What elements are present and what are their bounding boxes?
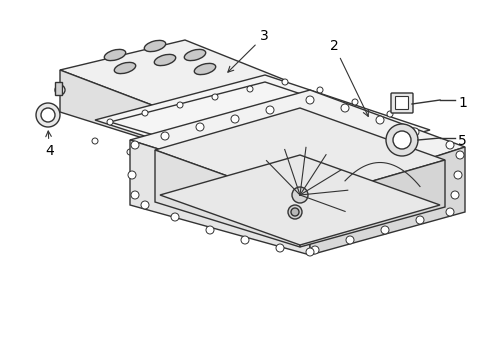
Circle shape (55, 85, 65, 95)
Circle shape (247, 86, 253, 92)
Circle shape (411, 128, 419, 136)
Circle shape (288, 205, 302, 219)
Circle shape (142, 110, 148, 116)
Circle shape (92, 138, 98, 144)
Circle shape (454, 171, 462, 179)
Polygon shape (310, 147, 465, 255)
Text: 5: 5 (458, 134, 467, 148)
Circle shape (128, 171, 136, 179)
Circle shape (347, 147, 353, 153)
Circle shape (306, 248, 314, 256)
Circle shape (346, 236, 354, 244)
Circle shape (451, 191, 459, 199)
Circle shape (456, 151, 464, 159)
Polygon shape (130, 140, 310, 255)
Circle shape (231, 115, 239, 123)
Circle shape (171, 213, 179, 221)
Circle shape (197, 162, 203, 168)
Text: 1: 1 (458, 96, 467, 110)
Circle shape (306, 96, 314, 104)
Polygon shape (300, 160, 445, 247)
Circle shape (277, 163, 283, 169)
Circle shape (141, 201, 149, 209)
Circle shape (276, 244, 284, 252)
Polygon shape (155, 150, 300, 247)
Circle shape (312, 155, 318, 161)
FancyBboxPatch shape (391, 93, 413, 113)
Circle shape (266, 106, 274, 114)
Circle shape (291, 208, 299, 216)
Circle shape (446, 208, 454, 216)
Circle shape (381, 226, 389, 234)
Circle shape (241, 236, 249, 244)
Circle shape (162, 157, 168, 163)
Text: 3: 3 (228, 29, 269, 72)
Circle shape (131, 141, 139, 149)
Circle shape (282, 79, 288, 85)
Polygon shape (155, 108, 445, 202)
Ellipse shape (144, 40, 166, 51)
Circle shape (341, 104, 349, 112)
Circle shape (382, 139, 388, 145)
Circle shape (311, 246, 319, 254)
Circle shape (292, 187, 308, 203)
Circle shape (393, 131, 411, 149)
Polygon shape (55, 82, 62, 95)
Circle shape (177, 102, 183, 108)
Ellipse shape (184, 49, 206, 60)
Circle shape (36, 103, 60, 127)
Polygon shape (160, 155, 440, 245)
Circle shape (376, 116, 384, 124)
Ellipse shape (104, 49, 126, 60)
Ellipse shape (154, 54, 176, 66)
Circle shape (242, 165, 248, 171)
Circle shape (41, 108, 55, 122)
Circle shape (416, 216, 424, 224)
Circle shape (196, 123, 204, 131)
Circle shape (206, 226, 214, 234)
Circle shape (386, 124, 418, 156)
Circle shape (352, 99, 358, 105)
Circle shape (161, 132, 169, 140)
FancyBboxPatch shape (395, 96, 409, 109)
Circle shape (131, 191, 139, 199)
Polygon shape (60, 70, 165, 145)
Circle shape (127, 149, 133, 155)
Circle shape (317, 87, 323, 93)
Circle shape (387, 111, 393, 117)
Polygon shape (130, 90, 465, 197)
Circle shape (107, 119, 113, 125)
Polygon shape (165, 80, 285, 145)
Ellipse shape (195, 63, 216, 75)
Text: 4: 4 (45, 131, 54, 158)
Circle shape (212, 94, 218, 100)
Circle shape (446, 141, 454, 149)
Text: 2: 2 (330, 39, 368, 116)
Polygon shape (95, 75, 430, 175)
Circle shape (412, 129, 418, 135)
Polygon shape (60, 40, 285, 110)
Ellipse shape (114, 62, 136, 73)
